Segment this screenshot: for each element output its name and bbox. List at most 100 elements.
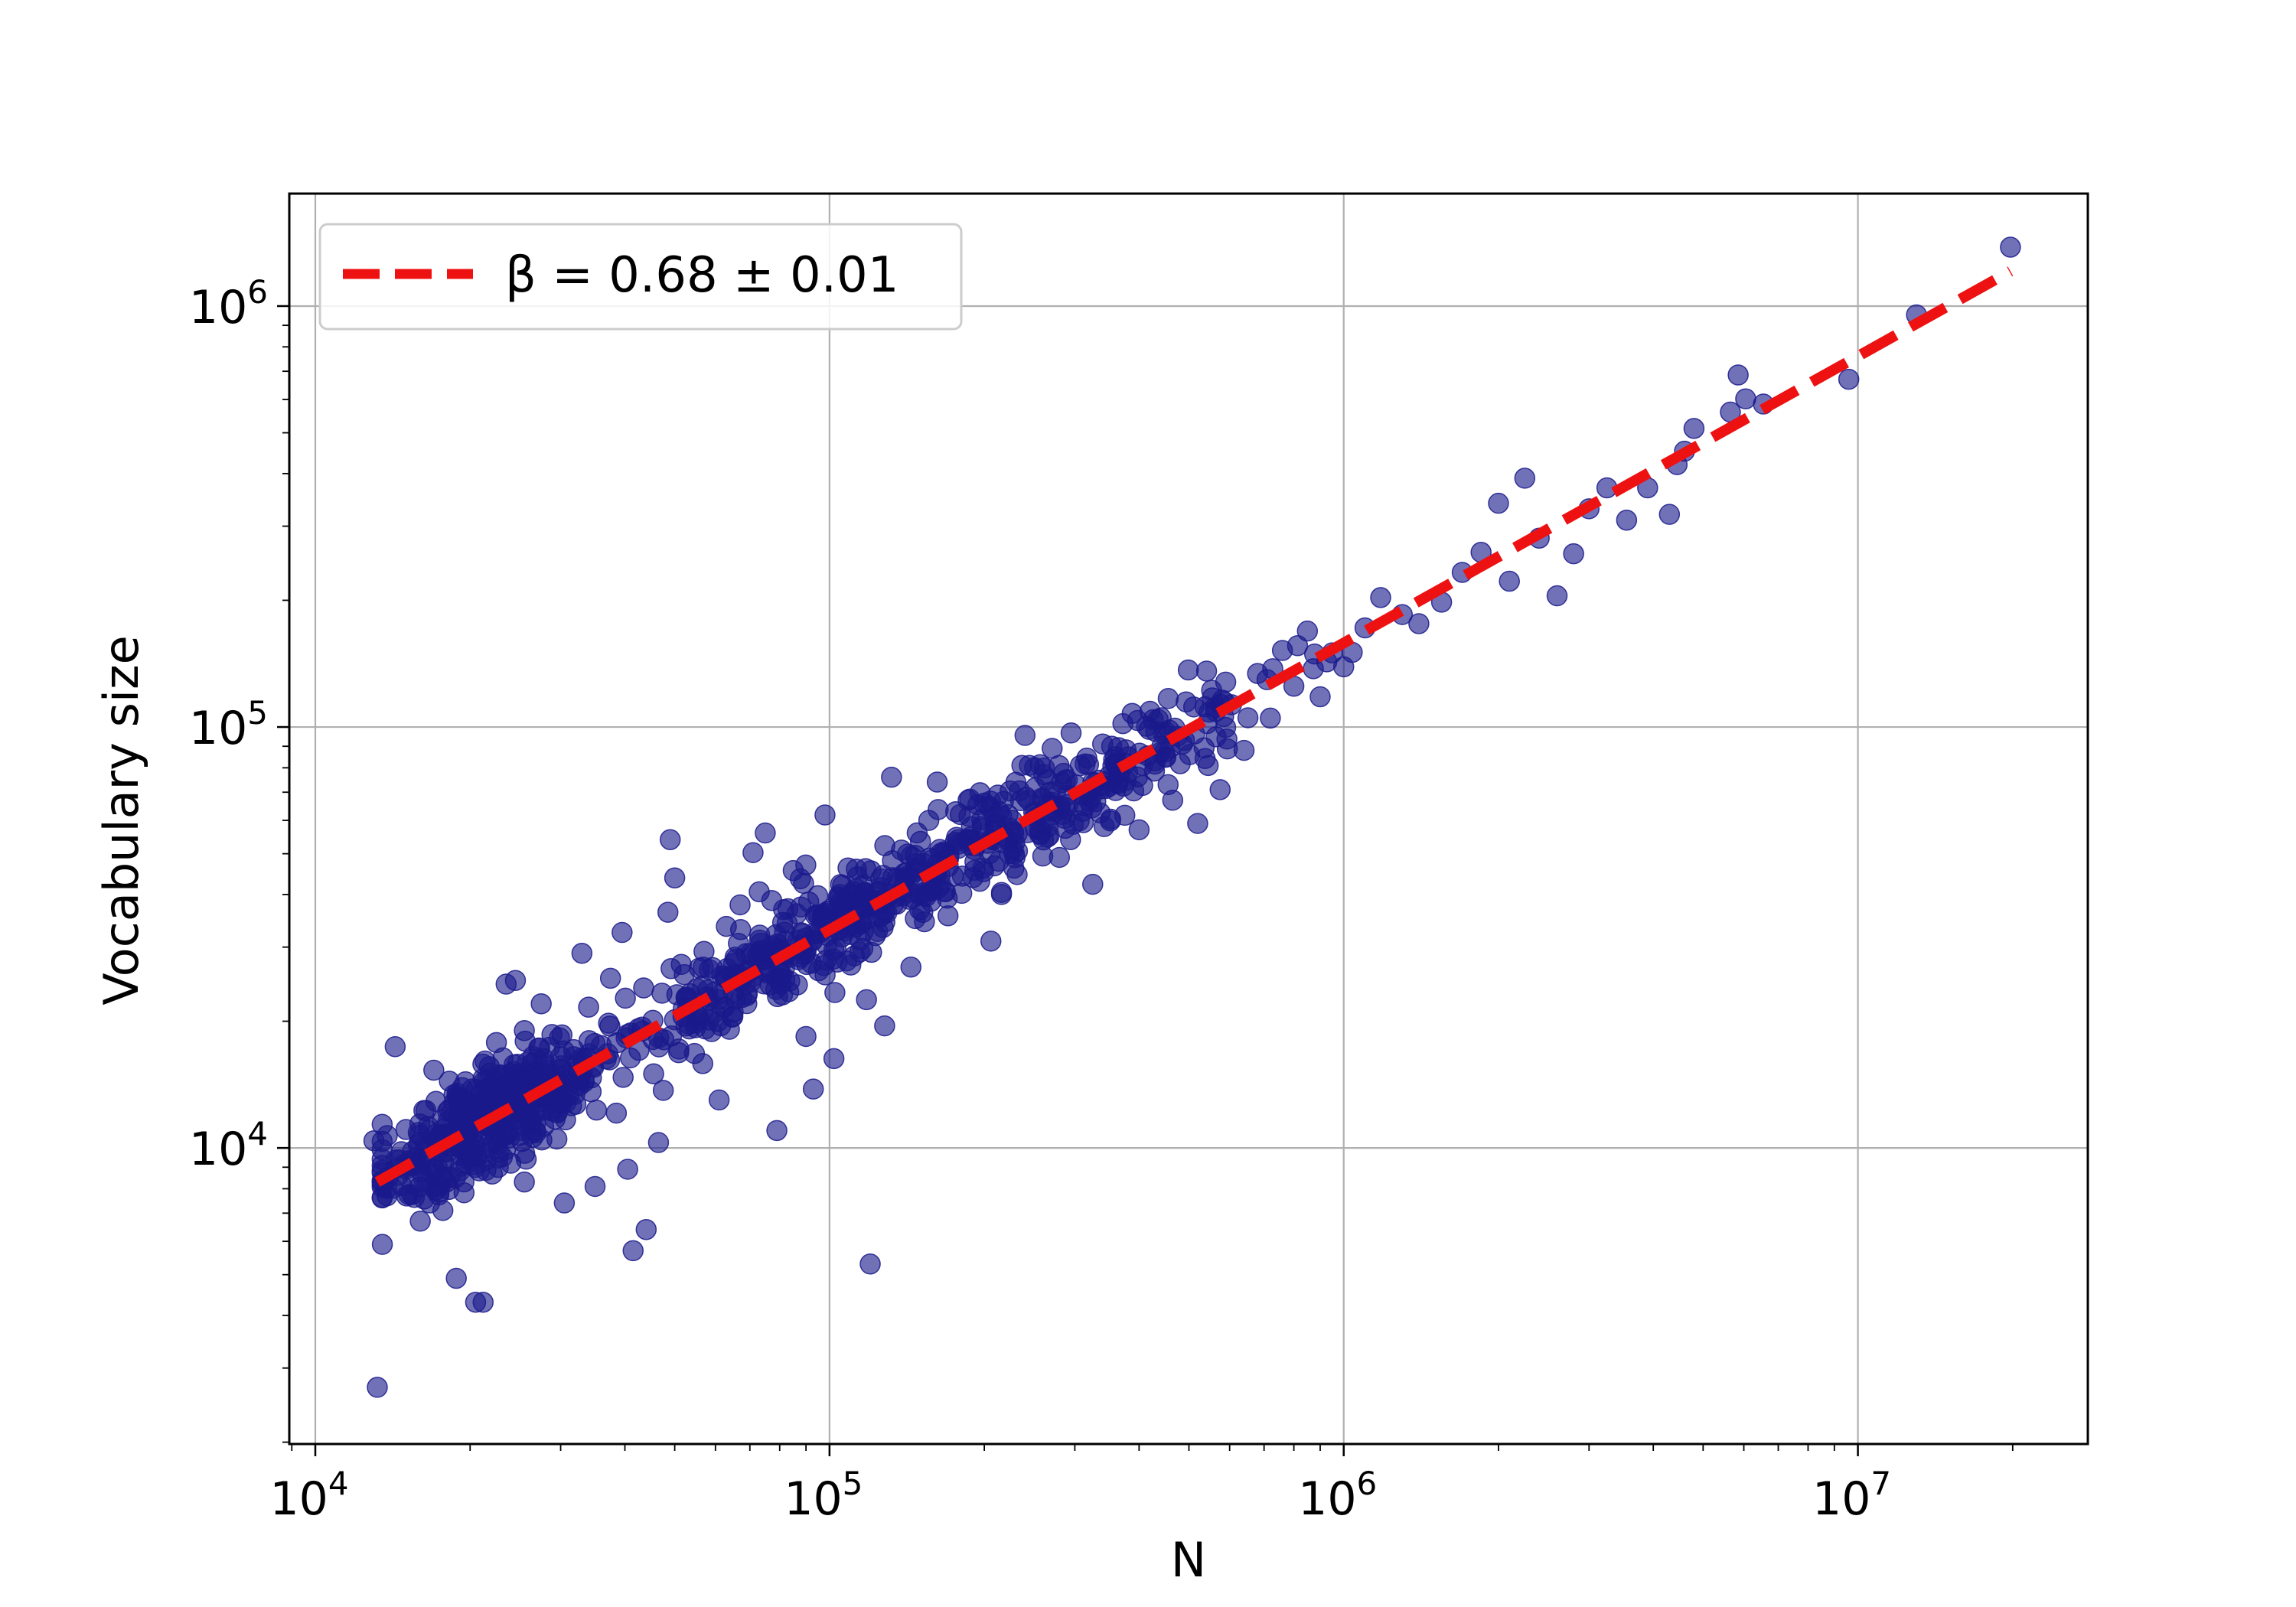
data-point xyxy=(488,1156,509,1178)
data-point xyxy=(612,1067,634,1088)
data-point xyxy=(1215,716,1237,738)
data-point xyxy=(1209,779,1231,800)
data-point xyxy=(728,932,749,954)
data-point xyxy=(1177,659,1199,681)
data-point xyxy=(396,1185,418,1207)
data-point xyxy=(1287,635,1309,657)
data-point xyxy=(657,901,679,923)
data-point xyxy=(673,963,695,986)
data-point xyxy=(432,1200,454,1221)
data-point xyxy=(445,1267,467,1289)
data-point xyxy=(1009,790,1032,812)
data-point xyxy=(1113,775,1134,797)
data-point xyxy=(571,943,593,964)
data-point xyxy=(425,1090,447,1113)
y-axis-title: Vocabulary size xyxy=(93,635,149,1006)
data-point xyxy=(659,829,681,850)
data-point xyxy=(951,865,974,887)
data-point xyxy=(524,1120,546,1142)
data-point xyxy=(920,891,942,912)
data-point xyxy=(928,799,949,820)
data-point xyxy=(1029,823,1051,845)
data-point xyxy=(786,903,807,924)
data-point xyxy=(1194,696,1216,718)
data-point xyxy=(371,1113,393,1136)
data-point xyxy=(653,1028,675,1051)
data-point xyxy=(990,882,1013,903)
data-point xyxy=(1309,686,1331,708)
data-point xyxy=(836,950,858,972)
data-point xyxy=(514,1030,536,1052)
data-point xyxy=(852,937,874,960)
data-point xyxy=(1727,364,1749,386)
data-point xyxy=(900,956,922,978)
data-point xyxy=(622,1240,644,1262)
data-point xyxy=(1215,671,1237,693)
x-tick-label: 104 xyxy=(269,1465,348,1526)
data-point xyxy=(1003,857,1025,879)
data-point xyxy=(617,1159,638,1180)
data-point xyxy=(685,1017,706,1038)
data-point xyxy=(958,805,980,827)
data-point xyxy=(1370,587,1391,608)
data-point xyxy=(504,970,527,991)
data-point xyxy=(371,1149,393,1170)
data-point xyxy=(371,1234,393,1255)
data-point xyxy=(906,822,928,844)
data-point xyxy=(472,1291,494,1313)
data-point xyxy=(651,983,673,1004)
data-point xyxy=(874,835,895,856)
data-point xyxy=(1042,738,1063,759)
data-point xyxy=(367,1377,388,1398)
data-point xyxy=(584,1175,606,1198)
data-point xyxy=(872,917,894,938)
data-point xyxy=(1157,688,1179,709)
data-point xyxy=(1838,368,1860,390)
data-point xyxy=(1408,613,1430,634)
data-point xyxy=(479,1062,501,1084)
data-point xyxy=(1060,722,1082,744)
data-point xyxy=(769,960,791,983)
data-point xyxy=(1237,707,1259,729)
data-point xyxy=(425,1179,447,1201)
data-point xyxy=(1187,813,1208,834)
data-point xyxy=(722,1006,744,1028)
data-point xyxy=(553,1192,576,1214)
data-point xyxy=(652,1080,674,1101)
data-point xyxy=(544,1108,566,1130)
y-tick-label: 105 xyxy=(189,694,268,755)
data-point xyxy=(1514,468,1536,489)
data-point xyxy=(585,1099,608,1121)
data-point xyxy=(1195,660,1218,682)
data-point xyxy=(515,1149,537,1170)
data-point xyxy=(837,857,859,879)
data-point xyxy=(802,1078,824,1100)
data-point xyxy=(664,867,686,889)
data-point xyxy=(452,1090,473,1111)
data-point xyxy=(926,771,948,793)
data-point xyxy=(937,905,959,927)
data-point xyxy=(1084,790,1107,813)
x-tick-label: 105 xyxy=(784,1465,863,1526)
data-point xyxy=(615,987,636,1009)
data-point xyxy=(1082,873,1104,895)
data-point xyxy=(1068,810,1090,832)
data-point xyxy=(409,1211,431,1232)
data-point xyxy=(489,1126,511,1148)
fit-line xyxy=(374,266,2014,1187)
data-point xyxy=(578,996,599,1018)
data-point xyxy=(1019,755,1040,776)
data-point xyxy=(1563,543,1584,565)
data-point xyxy=(599,1015,621,1037)
data-point xyxy=(647,1132,670,1153)
data-point xyxy=(1260,707,1281,729)
data-point xyxy=(1683,418,1705,439)
legend: β = 0.68 ± 0.01 xyxy=(318,223,963,331)
data-point xyxy=(1658,504,1681,525)
fit-line-group xyxy=(374,266,2014,1187)
data-point xyxy=(1193,737,1215,759)
data-point xyxy=(605,1102,628,1124)
data-point xyxy=(643,1063,664,1085)
data-point xyxy=(1169,753,1191,774)
